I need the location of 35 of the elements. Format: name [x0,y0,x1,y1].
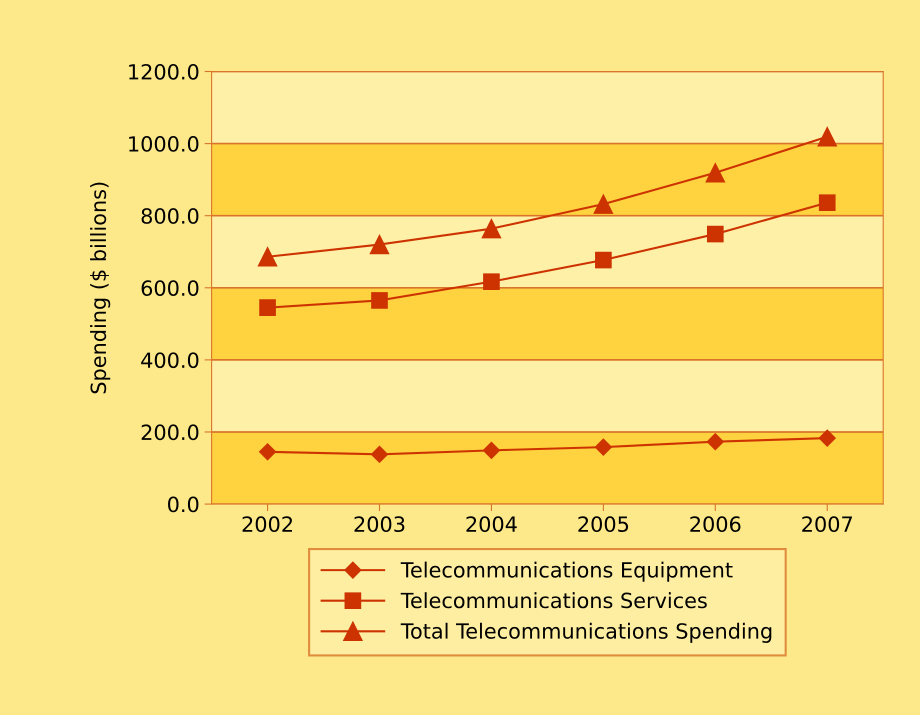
y-tick-label: 800.0 [142,208,198,224]
y-tick-label: 1000.0 [129,136,198,152]
point [482,442,500,459]
x-tick-label: 2004 [466,516,517,532]
y-tick-label: 600.0 [142,280,198,296]
x-tick-label: 2006 [690,516,740,532]
y-tick-label: 200.0 [142,424,198,440]
point [370,234,390,254]
point [483,273,500,290]
y-tick-label: 400.0 [141,352,198,368]
point [482,218,502,238]
legend-label: Total Telecommunications Spending [400,622,772,643]
point [594,194,614,214]
x-tick-label: 2002 [242,516,292,532]
y-tick-label: 1200.0 [129,64,198,80]
x-tick-label: 2003 [354,516,404,532]
y-axis-title: Spending ($ billions) [90,182,110,394]
point [259,443,276,460]
point [818,127,837,146]
x-tick-label: 2007 [802,516,852,532]
point [706,433,724,450]
legend-label: Telecommunications Services [400,592,707,608]
legend-label: Telecommunications Equipment [400,562,733,582]
point [371,292,388,309]
y-tick-label: 0.0 [168,496,198,512]
point [595,252,612,268]
point [594,438,612,456]
point [258,247,278,267]
point [818,194,836,212]
point [706,163,726,183]
point [818,430,836,447]
point [259,299,276,316]
point [370,446,388,463]
point [706,226,724,242]
x-tick-label: 2005 [578,516,628,532]
